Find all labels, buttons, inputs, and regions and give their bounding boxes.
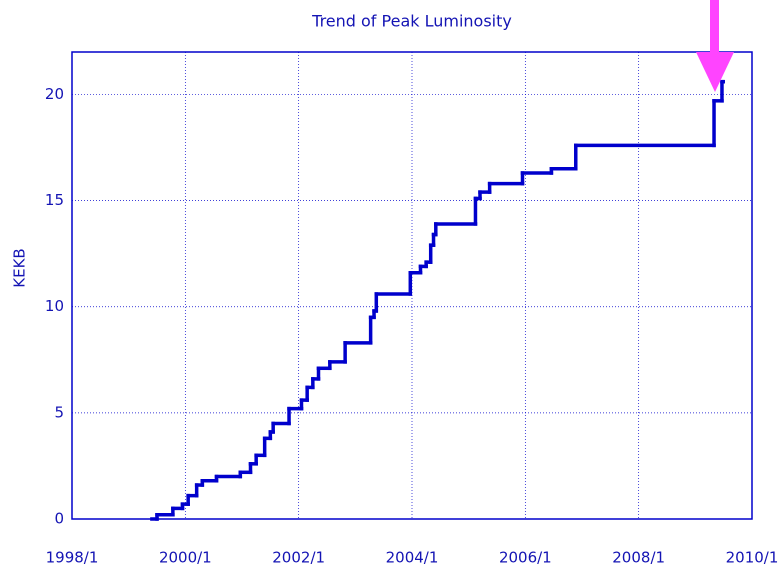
x-tick-label: 2000/1 bbox=[159, 549, 212, 567]
y-tick-label: 5 bbox=[54, 403, 64, 421]
x-tick-label: 2008/1 bbox=[612, 549, 665, 567]
y-tick-label: 0 bbox=[54, 510, 64, 528]
y-tick-label: 20 bbox=[45, 85, 64, 103]
x-tick-label: 2004/1 bbox=[386, 549, 439, 567]
x-tick-label: 2010/1 bbox=[726, 549, 779, 567]
y-axis-label: KEKB bbox=[11, 248, 29, 287]
x-tick-label: 2002/1 bbox=[272, 549, 325, 567]
y-tick-label: 10 bbox=[45, 297, 64, 315]
x-tick-label: 1998/1 bbox=[46, 549, 99, 567]
y-tick-label: 15 bbox=[45, 191, 64, 209]
x-tick-label: 2006/1 bbox=[499, 549, 552, 567]
chart-title: Trend of Peak Luminosity bbox=[311, 12, 512, 31]
highlight-arrow bbox=[696, 0, 734, 92]
